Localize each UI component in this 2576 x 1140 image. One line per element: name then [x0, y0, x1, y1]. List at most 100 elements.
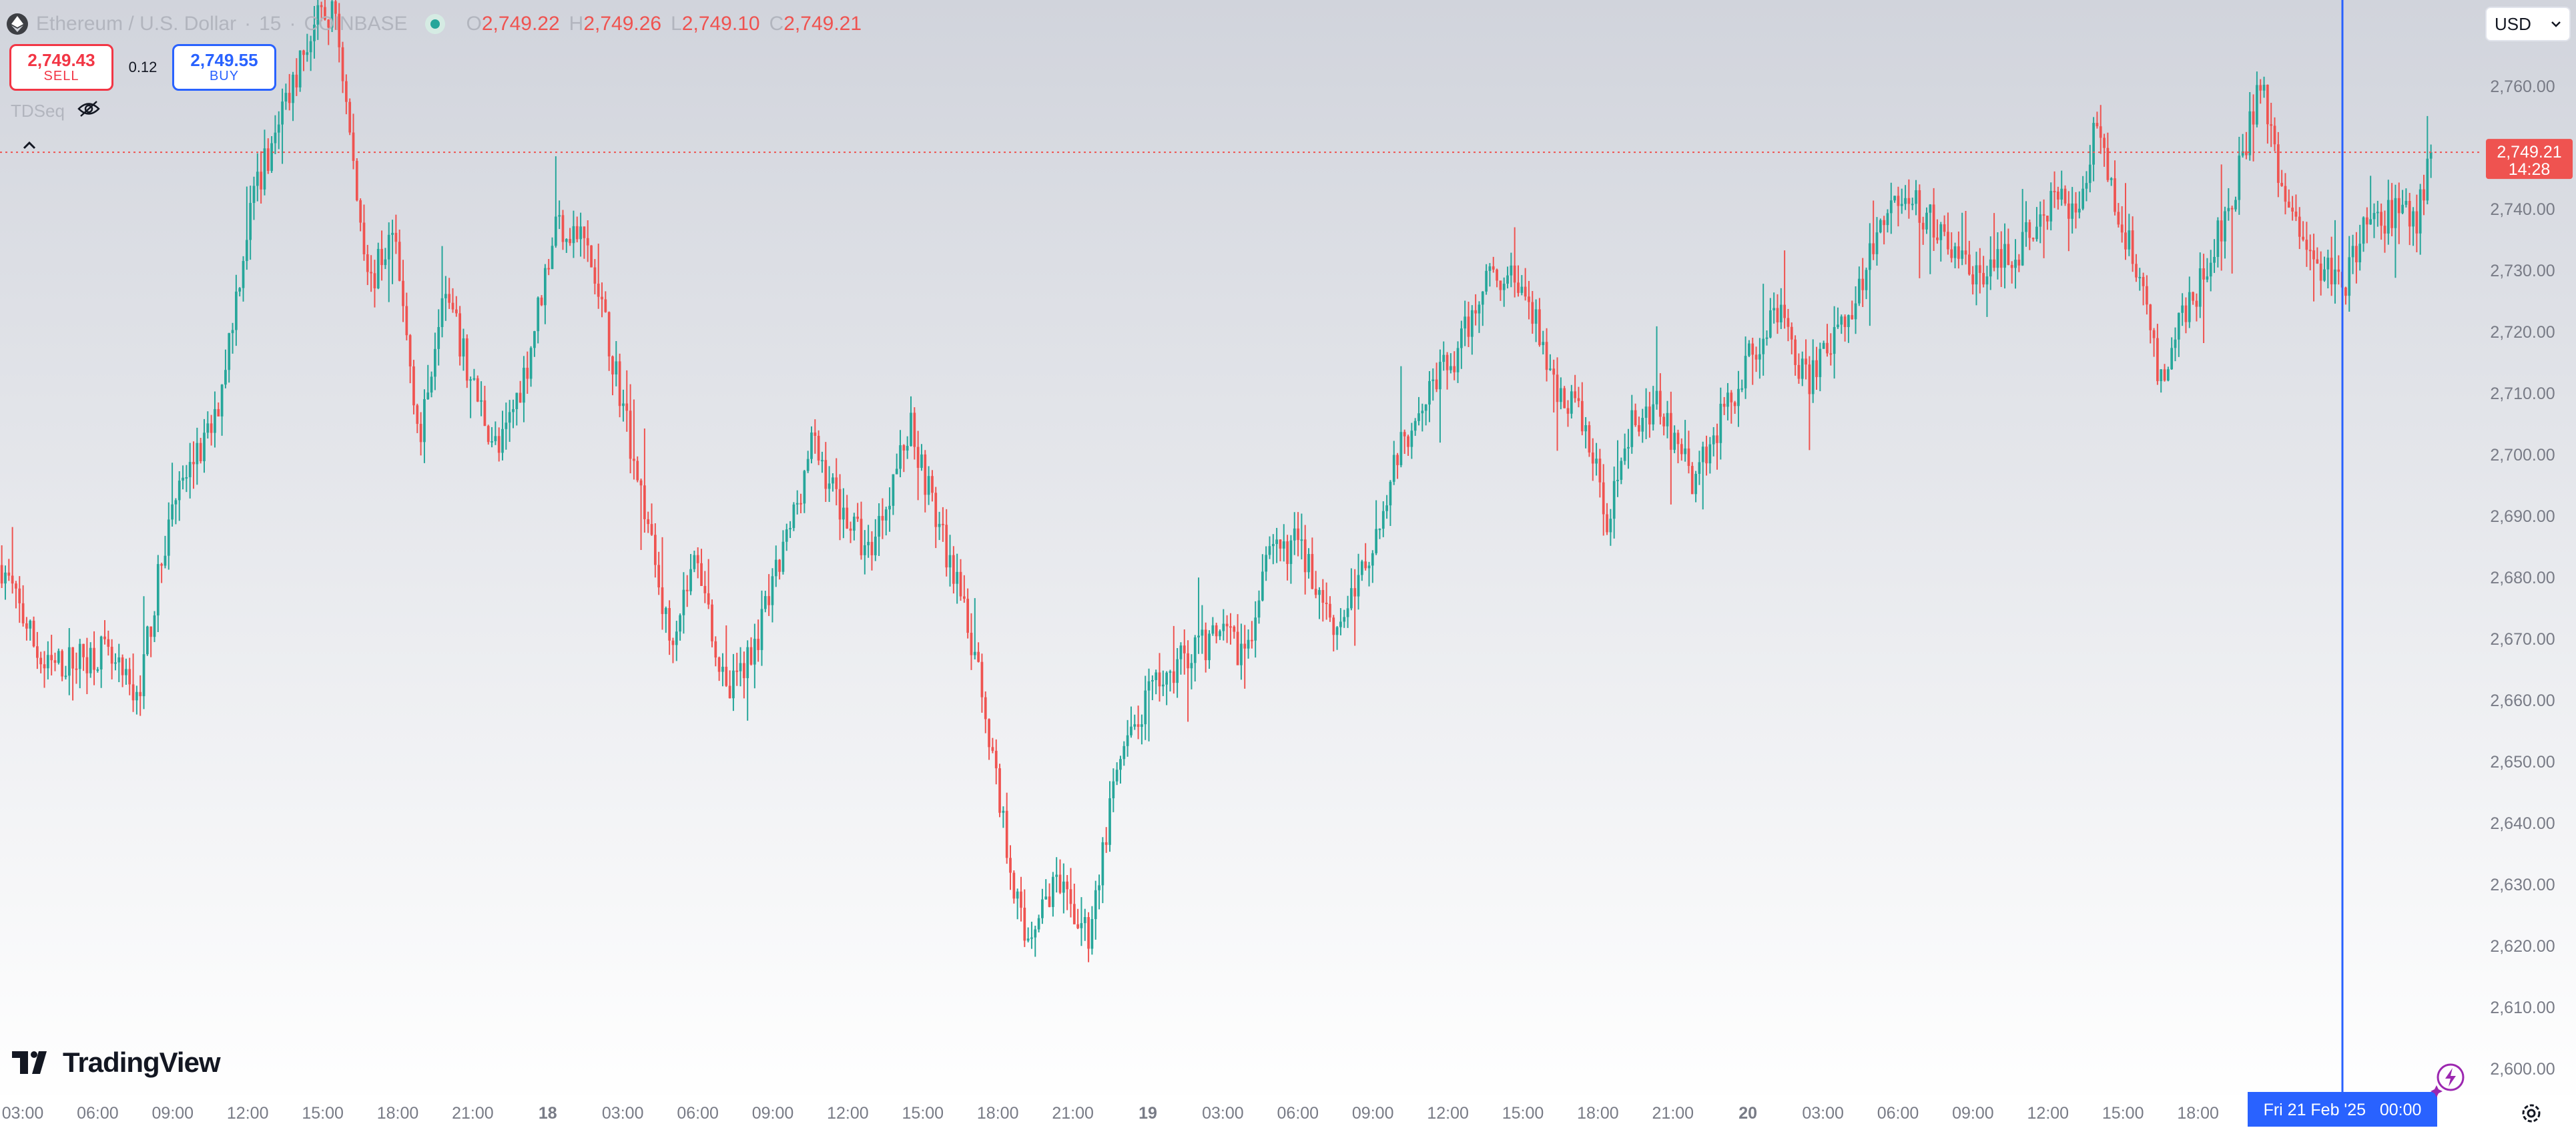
candle-body — [1104, 842, 1108, 845]
candle — [1854, 286, 1857, 334]
candle — [554, 156, 557, 248]
candle — [1542, 330, 1545, 354]
candle — [25, 617, 28, 641]
candle — [2085, 171, 2088, 202]
candle — [817, 430, 820, 465]
candle — [1020, 876, 1022, 922]
time-axis[interactable]: 03:00 06:00 09:00 12:00 15:00 18:00 21:00 18 03:… — [2, 1104, 2219, 1123]
candle-body — [1357, 575, 1360, 597]
candle — [1066, 874, 1069, 910]
candle-body — [440, 298, 444, 327]
eye-off-icon[interactable] — [77, 100, 101, 122]
candle-body — [633, 459, 635, 461]
sell-button[interactable]: 2,749.43 SELL — [9, 44, 113, 91]
candle-body — [956, 571, 959, 584]
candle — [2351, 234, 2354, 274]
candle-body — [316, 5, 320, 25]
candle — [2010, 261, 2013, 284]
candle — [1243, 625, 1247, 689]
candle — [274, 115, 277, 154]
candle — [512, 399, 515, 429]
candle — [1843, 314, 1847, 342]
candle-body — [1058, 874, 1062, 893]
candle-body — [1939, 224, 1943, 240]
candle — [1950, 232, 1953, 263]
candle-body — [1773, 308, 1776, 310]
candle-body — [355, 161, 358, 201]
candle-body — [1627, 447, 1630, 449]
candle — [1410, 422, 1413, 459]
candle — [1545, 328, 1548, 382]
candle — [1179, 642, 1183, 675]
candle — [1833, 306, 1836, 379]
candle-body — [2429, 152, 2433, 159]
candle — [1904, 185, 1907, 210]
candle-body — [2213, 256, 2216, 263]
candle — [1510, 252, 1513, 288]
candle-body — [1478, 304, 1481, 314]
candle-body — [647, 519, 650, 525]
tradingview-logo[interactable]: TradingView — [12, 1047, 221, 1079]
interval-label[interactable]: 15 — [259, 13, 282, 35]
candle — [1953, 242, 1957, 268]
candle — [700, 549, 703, 586]
candle-body — [419, 424, 422, 443]
ohlc-values: O2,749.22 H2,749.26 L2,749.10 C2,749.21 — [466, 13, 862, 35]
candle-body — [153, 615, 156, 637]
candle-body — [2007, 244, 2010, 265]
gear-icon[interactable] — [2518, 1100, 2545, 1127]
candle — [344, 74, 348, 115]
candle-body — [1335, 627, 1339, 635]
candle-body — [938, 523, 941, 527]
lightning-icon[interactable] — [2431, 1060, 2468, 1097]
candle — [1726, 382, 1729, 420]
candle-body — [1098, 885, 1100, 890]
candle-body — [984, 697, 987, 720]
candle — [696, 547, 699, 579]
candle-body — [1993, 259, 1995, 268]
candle-body — [1012, 872, 1016, 899]
buy-button[interactable]: 2,749.55 BUY — [172, 44, 276, 91]
market-status-icon[interactable] — [424, 14, 445, 34]
candle-body — [469, 379, 472, 381]
candle — [1577, 386, 1580, 408]
candle — [1240, 623, 1243, 680]
indicator-name[interactable]: TDSeq — [11, 101, 65, 121]
candle — [2053, 171, 2056, 208]
candle — [1701, 441, 1704, 510]
candle-body — [1794, 339, 1797, 365]
candle-body — [1900, 204, 1903, 206]
candle — [284, 83, 288, 110]
candle-body — [1733, 402, 1736, 406]
currency-select[interactable]: USD — [2485, 7, 2571, 41]
time-tick-label: 20 — [1738, 1104, 1757, 1123]
candle-body — [1524, 286, 1527, 297]
candle — [2120, 206, 2124, 243]
candle-body — [252, 186, 256, 204]
candle — [1673, 425, 1676, 454]
candle — [2394, 184, 2397, 278]
candle — [1023, 889, 1026, 947]
candle — [196, 427, 199, 485]
candle — [785, 523, 788, 551]
candle-body — [1371, 553, 1374, 566]
candle — [1350, 568, 1353, 611]
candle-body — [203, 433, 206, 462]
symbol-title[interactable]: Ethereum / U.S. Dollar — [36, 13, 237, 35]
candle-body — [117, 657, 121, 663]
candle — [906, 436, 909, 459]
time-tick-label: 06:00 — [677, 1104, 719, 1123]
candle-body — [508, 412, 511, 423]
candle-body — [309, 41, 312, 53]
candle-body — [1648, 406, 1651, 424]
candle-body — [1652, 404, 1655, 424]
candle-body — [867, 541, 870, 545]
candle — [1708, 437, 1712, 474]
candle — [380, 230, 383, 281]
collapse-legend-button[interactable] — [13, 132, 45, 159]
candle-body — [25, 623, 28, 629]
candle — [1303, 525, 1307, 595]
candle-body — [497, 436, 501, 453]
candle — [1126, 720, 1129, 757]
